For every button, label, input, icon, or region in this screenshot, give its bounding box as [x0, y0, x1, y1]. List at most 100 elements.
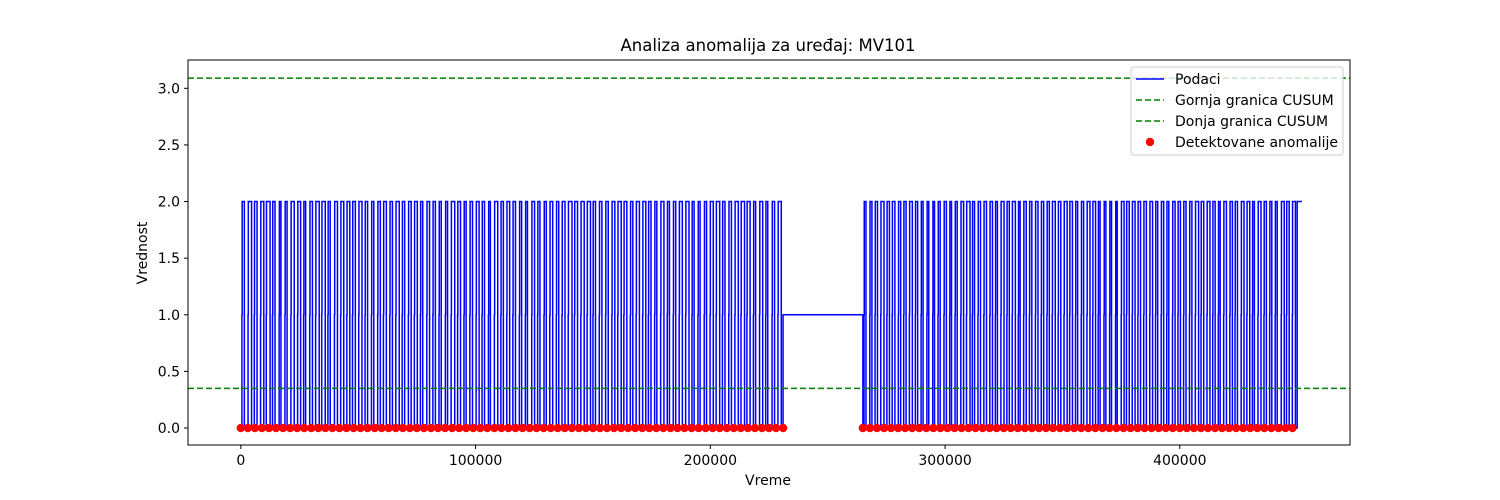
anomaly-point [532, 423, 541, 433]
anomaly-point [1267, 423, 1276, 433]
anomaly-point [694, 423, 703, 433]
anomaly-point [574, 423, 584, 433]
anomaly-point [349, 423, 358, 433]
anomaly-point [680, 423, 689, 433]
anomaly-point [743, 423, 753, 433]
anomaly-point [518, 423, 527, 433]
anomaly-point [426, 423, 436, 433]
y-tick-label: 1.5 [158, 251, 180, 267]
legend-marker [1145, 137, 1155, 147]
anomaly-point [1027, 423, 1037, 433]
anomaly-point [1084, 423, 1093, 433]
anomaly-point [1112, 423, 1121, 433]
anomaly-point [1119, 423, 1128, 433]
anomaly-point [1217, 423, 1227, 433]
anomaly-point [363, 423, 372, 433]
anomaly-point [1260, 423, 1269, 433]
y-tick-label: 1.0 [158, 308, 180, 324]
anomaly-point [469, 423, 478, 433]
anomaly-point [645, 423, 654, 433]
anomaly-point [264, 423, 274, 433]
anomaly-point [307, 423, 316, 433]
anomaly-point [936, 423, 945, 433]
legend-box [1130, 66, 1344, 156]
anomaly-point [778, 423, 788, 433]
anomaly-point [708, 423, 717, 433]
anomaly-point [391, 423, 400, 433]
anomaly-point [1062, 423, 1072, 433]
x-tick-label: 200000 [684, 453, 737, 469]
anomaly-point [398, 423, 407, 433]
anomaly-point [1175, 423, 1185, 433]
anomaly-point [764, 423, 774, 433]
anomaly-point [314, 423, 323, 433]
anomaly-point [687, 423, 696, 433]
anomaly-point [271, 423, 281, 433]
anomaly-point [771, 423, 781, 433]
anomaly-point [1077, 423, 1086, 433]
anomaly-point [1133, 423, 1142, 433]
anomaly-point [497, 423, 506, 433]
anomaly-point [1288, 423, 1297, 433]
legend-label: Podaci [1175, 72, 1221, 88]
y-axis: 0.0 0.5 1.0 1.5 2.0 2.5 3.0 [158, 81, 188, 437]
y-tick-label: 0.5 [158, 364, 180, 380]
anomaly-point [666, 423, 675, 433]
anomaly-point [999, 423, 1008, 433]
anomaly-point [865, 423, 875, 433]
anomaly-point [454, 423, 464, 433]
anomaly-point [433, 423, 443, 433]
anomaly-point [602, 423, 612, 433]
y-tick-label: 3.0 [158, 81, 180, 97]
y-tick-label: 2.5 [158, 138, 180, 154]
anomaly-point [1041, 423, 1051, 433]
anomaly-point [950, 423, 959, 433]
series-line-podaci [240, 200, 1302, 429]
anomaly-point [1161, 423, 1170, 433]
anomaly-point [1203, 423, 1213, 433]
anomaly-point [539, 423, 548, 433]
anomaly-point [1020, 423, 1030, 433]
anomaly-point [321, 423, 330, 433]
anomaly-point [638, 423, 647, 433]
anomaly-point [461, 423, 471, 433]
anomaly-point [1013, 423, 1023, 433]
anomaly-point [1034, 423, 1044, 433]
x-tick-label: 0 [236, 453, 245, 469]
anomaly-point [964, 423, 973, 433]
anomaly-point [419, 423, 429, 433]
anomaly-point [511, 423, 520, 433]
anomaly-point [992, 423, 1001, 433]
y-axis-label: Vrednost [135, 221, 151, 284]
anomaly-point [985, 423, 994, 433]
anomaly-point [750, 423, 760, 433]
anomaly-point [1210, 423, 1220, 433]
legend: Podaci Gornja granica CUSUM Donja granica … [1130, 66, 1344, 156]
anomaly-point [1246, 423, 1255, 433]
anomaly-point [1055, 423, 1065, 433]
anomaly-point [1189, 423, 1199, 433]
anomaly-point [335, 423, 344, 433]
anomaly-point [729, 423, 738, 433]
anomaly-point [384, 423, 393, 433]
anomaly-point [560, 423, 569, 433]
anomaly-point [900, 423, 910, 433]
anomaly-point [490, 423, 499, 433]
anomaly-point [257, 423, 267, 433]
anomaly-point [922, 423, 931, 433]
x-tick-label: 300000 [918, 453, 971, 469]
anomaly-point [886, 423, 896, 433]
anomaly-point [1238, 423, 1248, 433]
anomaly-point [377, 423, 386, 433]
chart-title: Analiza anomalija za uređaj: MV101 [620, 36, 915, 55]
anomaly-point [1105, 423, 1114, 433]
anomaly-point [736, 423, 746, 433]
x-axis: 0 100000 200000 300000 400000 [236, 445, 1207, 469]
anomaly-point [971, 423, 980, 433]
anomaly-point [546, 423, 555, 433]
anomaly-point [609, 423, 619, 433]
anomaly-point [243, 423, 253, 433]
anomaly-point [957, 423, 966, 433]
anomaly-point [701, 423, 710, 433]
